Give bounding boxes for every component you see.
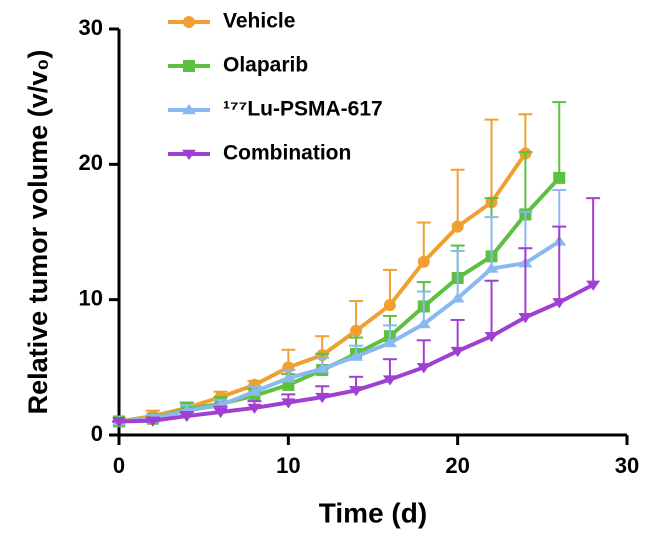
marker: [416, 363, 431, 374]
marker: [247, 385, 262, 396]
x-tick-label: 20: [445, 453, 469, 478]
marker: [183, 16, 195, 28]
marker: [182, 104, 196, 115]
series-line: [118, 239, 561, 424]
marker: [112, 417, 126, 428]
marker: [518, 313, 533, 324]
legend-label: ¹⁷⁷Lu-PSMA-617: [223, 98, 383, 121]
y-tick-label: 10: [79, 285, 103, 310]
marker: [213, 407, 228, 418]
x-tick-label: 10: [276, 453, 300, 478]
series-line: [118, 152, 528, 424]
marker: [450, 292, 465, 303]
x-tick-label: 0: [113, 453, 125, 478]
y-tick-label: 30: [79, 15, 103, 40]
marker: [315, 392, 330, 404]
y-tick-label: 20: [79, 150, 103, 175]
marker: [349, 350, 364, 361]
x-axis-label: Time (d): [319, 497, 427, 528]
marker: [145, 416, 160, 427]
marker: [349, 386, 364, 397]
marker: [484, 332, 499, 343]
legend-label: Olaparib: [223, 54, 308, 77]
y-axis-label: Relative tumor volume (v/v₀): [23, 50, 53, 415]
marker: [451, 220, 464, 233]
marker: [586, 280, 601, 291]
marker: [183, 60, 195, 72]
marker: [553, 171, 566, 184]
series-line: [118, 176, 561, 424]
marker: [281, 398, 296, 409]
marker: [315, 362, 330, 373]
marker: [382, 336, 397, 348]
marker: [179, 411, 194, 423]
marker: [248, 378, 261, 391]
marker: [182, 149, 196, 160]
marker: [247, 403, 262, 414]
marker: [450, 346, 465, 358]
y-tick-label: 0: [91, 421, 103, 446]
marker: [281, 372, 296, 383]
marker: [350, 324, 363, 337]
marker: [416, 318, 431, 329]
marker: [383, 299, 396, 312]
legend-label: Combination: [223, 142, 351, 165]
marker: [552, 298, 567, 309]
legend-label: Vehicle: [223, 10, 295, 33]
marker: [382, 375, 397, 386]
x-tick-label: 30: [615, 453, 639, 478]
marker: [484, 262, 499, 273]
marker: [417, 255, 430, 268]
